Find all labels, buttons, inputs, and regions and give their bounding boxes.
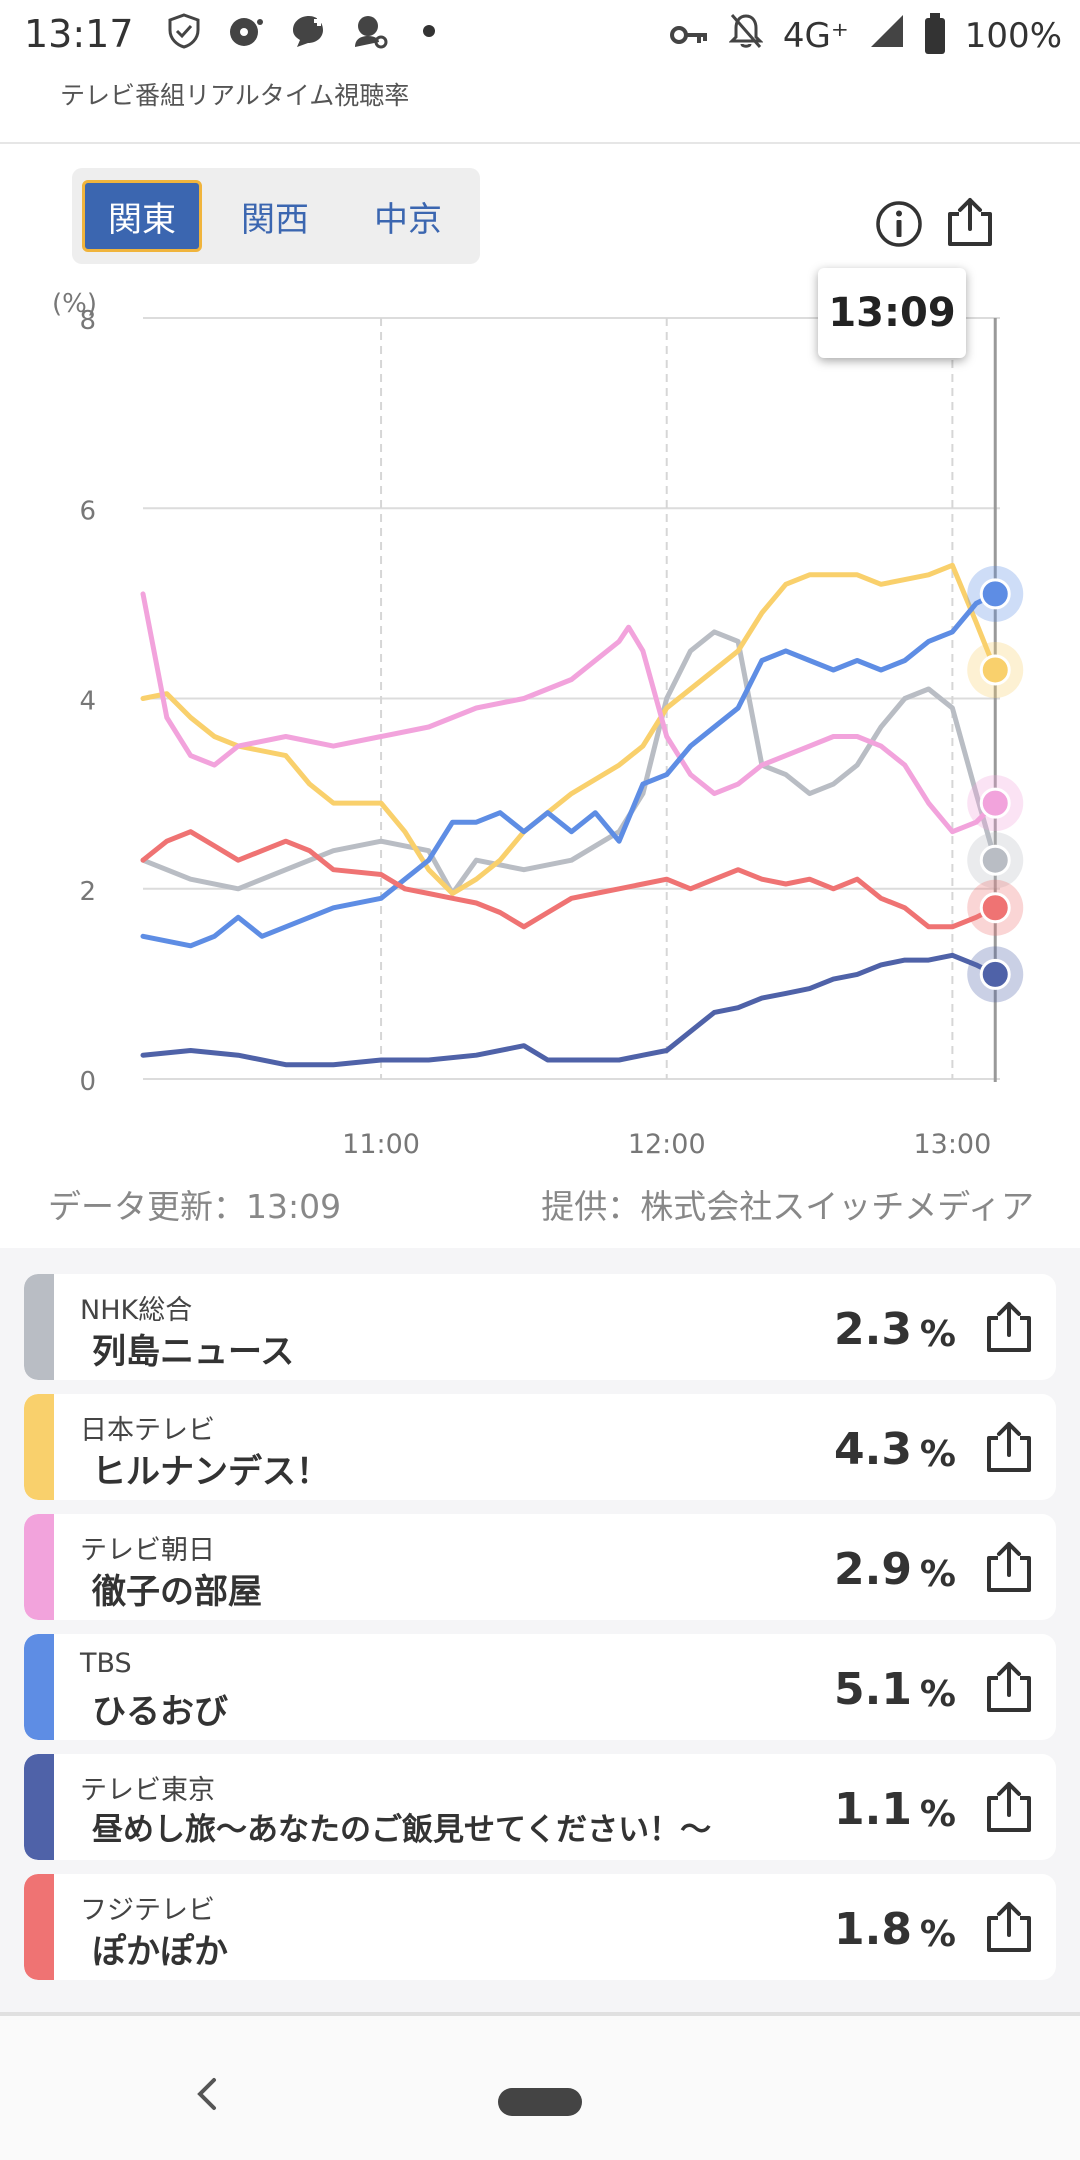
chart-tooltip-time: 13:09 [818, 268, 966, 358]
rating-value: 2.9 [834, 1544, 912, 1595]
rating-row-ntv[interactable]: 日本テレビ ヒルナンデス！ 4.3 % [24, 1394, 1056, 1500]
rating-unit: % [919, 1434, 956, 1475]
vpn-key-icon [669, 16, 709, 56]
channel-color-bar [24, 1754, 54, 1860]
network-type: 4G⁺ [782, 15, 849, 56]
series-marker [979, 654, 1011, 686]
notification-icons [165, 12, 435, 50]
channel-name: フジテレビ [80, 1895, 215, 1926]
y-axis-label: (%) [52, 289, 97, 319]
program-title: ぽかぽか [92, 1932, 228, 1972]
y-tick-label: 6 [79, 496, 96, 526]
navigation-bar [0, 2016, 1080, 2160]
info-icon[interactable] [875, 200, 923, 248]
series-line [140, 562, 998, 896]
region-tabs: 関東 関西 中京 [72, 168, 480, 264]
status-time: 13:17 [24, 12, 134, 56]
rating-row-tv-asahi[interactable]: テレビ朝日 徹子の部屋 2.9 % [24, 1514, 1056, 1620]
series-line [140, 629, 998, 896]
channel-name: 日本テレビ [80, 1415, 215, 1446]
rating-value: 5.1 [834, 1664, 912, 1715]
series-marker [979, 578, 1011, 610]
rating-value: 1.8 [834, 1904, 912, 1955]
series-marker [979, 844, 1011, 876]
rating-row-tv-tokyo[interactable]: テレビ東京 昼めし旅〜あなたのご飯見せてください！〜 1.1 % [24, 1754, 1056, 1860]
channel-name: テレビ朝日 [80, 1535, 215, 1566]
rating-value: 2.3 [834, 1304, 912, 1355]
share-icon[interactable] [984, 1900, 1034, 1954]
music-disc-icon [227, 12, 265, 50]
rating-unit: % [919, 1314, 956, 1355]
series-line [140, 591, 998, 949]
battery-icon [924, 12, 945, 54]
share-icon[interactable] [984, 1660, 1034, 1714]
share-icon[interactable] [984, 1540, 1034, 1594]
channel-name: TBS [80, 1648, 132, 1679]
rating-unit: % [919, 1914, 956, 1955]
series-marker [979, 958, 1011, 990]
shield-icon [165, 12, 203, 50]
back-icon[interactable] [188, 2074, 228, 2114]
series-marker [979, 892, 1011, 924]
y-tick-label: 0 [79, 1067, 96, 1097]
tab-chukyo[interactable]: 中京 [374, 199, 442, 240]
ratings-list: NHK総合 列島ニュース 2.3 % 日本テレビ ヒルナンデス！ 4.3 % テ… [0, 1248, 1080, 2018]
channel-name: NHK総合 [80, 1295, 193, 1326]
chat-plus-icon [289, 12, 327, 50]
channel-color-bar [24, 1514, 54, 1620]
channel-color-bar [24, 1394, 54, 1500]
share-icon[interactable] [945, 196, 995, 248]
program-title: ひるおび [92, 1692, 228, 1732]
data-provider-text: 提供：株式会社スイッチメディア [541, 1187, 1034, 1226]
data-updated-text: データ更新：13:09 [48, 1187, 342, 1226]
share-icon[interactable] [984, 1300, 1034, 1354]
x-tick-label: 12:00 [628, 1129, 706, 1160]
status-bar: 13:17 4G⁺ 100% [0, 0, 1080, 72]
rating-unit: % [919, 1794, 956, 1835]
more-notifications-dot [423, 25, 435, 37]
rating-value: 1.1 [834, 1784, 912, 1835]
series-line [140, 591, 998, 835]
series-line [140, 952, 998, 1068]
tab-kansai[interactable]: 関西 [241, 199, 309, 240]
rating-row-tbs[interactable]: TBS ひるおび 5.1 % [24, 1634, 1056, 1740]
tab-kanto[interactable]: 関東 [82, 180, 202, 252]
rating-unit: % [919, 1674, 956, 1715]
app-header: テレビ番組リアルタイム視聴率 [0, 72, 1080, 144]
rating-row-nhk[interactable]: NHK総合 列島ニュース 2.3 % [24, 1274, 1056, 1380]
x-tick-label: 13:00 [913, 1129, 991, 1160]
program-title: 徹子の部屋 [92, 1572, 262, 1612]
system-status: 4G⁺ 100% [669, 12, 1062, 59]
channel-color-bar [24, 1274, 54, 1380]
signal-icon [869, 13, 905, 58]
ratings-line-chart: 0 2 4 6 8(%) 11:00 12:00 13:00 [52, 289, 1024, 1160]
rating-unit: % [919, 1554, 956, 1595]
share-icon[interactable] [984, 1780, 1034, 1834]
share-icon[interactable] [984, 1420, 1034, 1474]
page-title: テレビ番組リアルタイム視聴率 [60, 81, 410, 110]
program-title: 列島ニュース [92, 1332, 295, 1372]
battery-percent: 100% [964, 15, 1062, 56]
account-settings-icon [351, 12, 389, 50]
x-tick-label: 11:00 [342, 1129, 420, 1160]
notifications-off-icon [728, 12, 764, 59]
divider [0, 2012, 1080, 2016]
home-pill[interactable] [498, 2088, 582, 2116]
y-tick-label: 4 [79, 687, 96, 717]
y-tick-label: 8 [79, 306, 96, 336]
y-tick-label: 2 [79, 877, 96, 907]
rating-value: 4.3 [834, 1424, 912, 1475]
program-title: ヒルナンデス！ [92, 1452, 330, 1492]
channel-color-bar [24, 1874, 54, 1980]
channel-color-bar [24, 1634, 54, 1740]
series-line [140, 829, 998, 930]
program-title: 昼めし旅〜あなたのご飯見せてください！〜 [92, 1812, 712, 1848]
channel-name: テレビ東京 [80, 1775, 215, 1806]
series-marker [979, 787, 1011, 819]
rating-row-fuji[interactable]: フジテレビ ぽかぽか 1.8 % [24, 1874, 1056, 1980]
